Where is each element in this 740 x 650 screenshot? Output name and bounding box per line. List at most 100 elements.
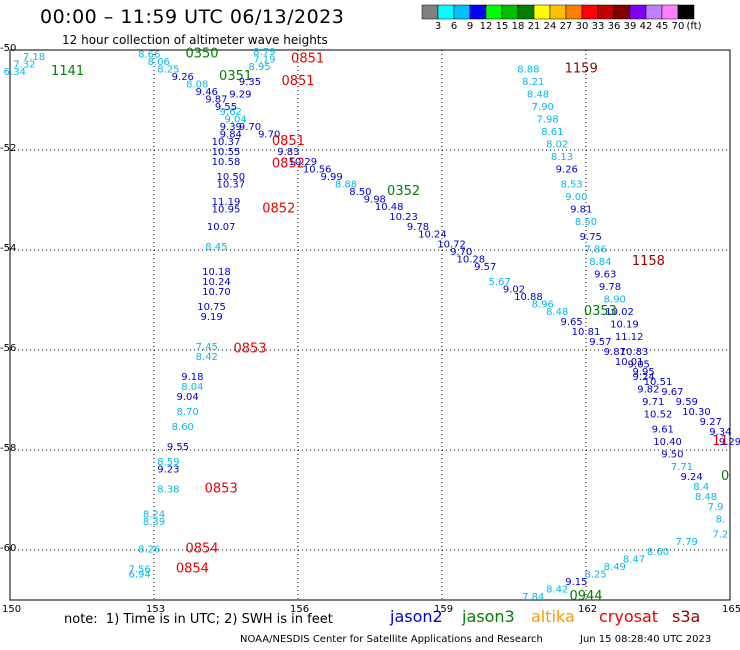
wave-height-label: 11.19 xyxy=(212,197,241,208)
wave-height-label: 8.24 xyxy=(143,510,165,521)
colorbar-label: 39 xyxy=(623,21,637,32)
colorbar-label: 30 xyxy=(575,21,589,32)
wave-height-label: 0853 xyxy=(205,482,238,497)
colorbar-label: 70 xyxy=(671,21,685,32)
wave-height-label: 0854 xyxy=(176,562,209,577)
wave-height-label: 9.98 xyxy=(364,195,386,206)
wave-height-label: 8.4 xyxy=(693,482,709,493)
wave-height-label: 0852 xyxy=(262,202,295,217)
colorbar-swatch xyxy=(421,4,439,20)
wave-height-label: 1141 xyxy=(51,64,84,79)
wave-height-label: 1159 xyxy=(565,62,598,77)
wave-height-label: 8.38 xyxy=(157,485,179,496)
wave-height-label: 5.67 xyxy=(488,277,510,288)
colorbar-swatch xyxy=(501,4,519,20)
wave-height-label: 8.84 xyxy=(589,257,611,268)
wave-height-label: 10.28 xyxy=(456,255,485,266)
wave-height-label: 10.18 xyxy=(202,267,231,278)
wave-height-label: 9.70 xyxy=(258,130,280,141)
wave-height-label: 9.27 xyxy=(700,417,722,428)
wave-height-label: 9.59 xyxy=(676,397,698,408)
wave-height-label: 0944 xyxy=(569,589,602,604)
wave-height-label: 9.61 xyxy=(652,425,674,436)
colorbar-swatch xyxy=(597,4,615,20)
colorbar-label: 18 xyxy=(511,21,525,32)
wave-height-label: 8.59 xyxy=(157,457,179,468)
wave-height-label: 8.61 xyxy=(541,127,563,138)
wave-height-label: 10.95 xyxy=(212,205,241,216)
credit-text: NOAA/NESDIS Center for Satellite Applica… xyxy=(240,634,543,645)
y-tick-label: -56 xyxy=(0,343,17,354)
wave-height-label: 10.37 xyxy=(212,137,241,148)
wave-height-label: 9.35 xyxy=(239,77,261,88)
wave-height-label: 8.95 xyxy=(248,62,270,73)
wave-height-label: 8.47 xyxy=(623,555,645,566)
wave-height-label: 10.37 xyxy=(216,180,245,191)
colorbar-swatch xyxy=(581,4,599,20)
wave-height-label: 8.90 xyxy=(604,295,626,306)
wave-height-label: 9.65 xyxy=(560,317,582,328)
wave-height-label: 9.95 xyxy=(632,367,654,378)
colorbar-label: 27 xyxy=(559,21,573,32)
wave-height-label: 9.83 xyxy=(277,147,299,158)
wave-height-label: 10.88 xyxy=(514,292,543,303)
wave-height-label: 8.48 xyxy=(695,492,717,503)
wave-height-label: 10.24 xyxy=(202,277,231,288)
wave-height-label: 10.83 xyxy=(620,347,649,358)
colorbar-label: 12 xyxy=(479,21,493,32)
colorbar-swatch xyxy=(629,4,647,20)
wave-height-label: 8.02 xyxy=(546,140,568,151)
wave-height-label: 9.84 xyxy=(220,130,242,141)
wave-height-label: 9.46 xyxy=(196,87,218,98)
colorbar-swatch xyxy=(469,4,487,20)
x-tick-label: 162 xyxy=(578,604,598,615)
wave-height-label: 8.53 xyxy=(560,180,582,191)
wave-height-label: 9.62 xyxy=(220,107,242,118)
wave-height-label: 8.21 xyxy=(522,77,544,88)
wave-height-label: 9.78 xyxy=(407,222,429,233)
wave-height-label: 8.08 xyxy=(186,80,208,91)
x-tick-label: 159 xyxy=(434,604,454,615)
colorbar-swatch xyxy=(549,4,567,20)
wave-height-label: 10.23 xyxy=(389,212,418,223)
colorbar-label: 3 xyxy=(434,21,442,32)
wave-height-label: 7.32 xyxy=(13,60,35,71)
legend-jason3: jason3 xyxy=(462,607,515,626)
x-tick-label: 156 xyxy=(290,604,310,615)
wave-height-label: 8.48 xyxy=(527,90,549,101)
wave-height-label: 0851 xyxy=(281,74,314,89)
wave-height-label: 8.49 xyxy=(604,562,626,573)
wave-height-label: 8.50 xyxy=(575,217,597,228)
wave-height-label: 8.88 xyxy=(517,65,539,76)
wave-height-label: 9.82 xyxy=(637,385,659,396)
wave-height-label: 8.96 xyxy=(532,300,554,311)
wave-height-label: 10.56 xyxy=(303,165,332,176)
wave-height-label: 10.02 xyxy=(605,307,634,318)
wave-height-label: 9.04 xyxy=(176,392,198,403)
wave-height-label: 9.57 xyxy=(474,262,496,273)
wave-height-label: 9.15 xyxy=(565,577,587,588)
wave-height-label: 8.70 xyxy=(176,407,198,418)
wave-height-label: 9.26 xyxy=(556,165,578,176)
wave-height-label: 1158 xyxy=(632,254,665,269)
wave-height-label: 10.70 xyxy=(202,287,231,298)
x-tick-label: 150 xyxy=(2,604,22,615)
wave-height-label: 10.52 xyxy=(644,410,673,421)
wave-height-label: 8.50 xyxy=(349,187,371,198)
wave-height-label: 8.13 xyxy=(551,152,573,163)
legend-cryosat: cryosat xyxy=(599,607,659,626)
y-tick-label: -54 xyxy=(0,243,17,254)
wave-height-label: 9.78 xyxy=(599,282,621,293)
wave-height-label: 9.39 xyxy=(220,122,242,133)
wave-height-label: 7.84 xyxy=(522,592,544,603)
colorbar-label: 45 xyxy=(655,21,669,32)
wave-height-label: 10.30 xyxy=(682,407,711,418)
y-tick-label: -50 xyxy=(0,43,17,54)
wave-height-label: 9.70 xyxy=(450,247,472,258)
wave-height-label: 10.19 xyxy=(610,320,639,331)
wave-height-label: 10.58 xyxy=(212,157,241,168)
wave-height-label: 9.26 xyxy=(172,72,194,83)
wave-height-label: 8.42 xyxy=(196,352,218,363)
colorbar-label: 21 xyxy=(527,21,541,32)
wave-height-label: 10.51 xyxy=(644,377,673,388)
